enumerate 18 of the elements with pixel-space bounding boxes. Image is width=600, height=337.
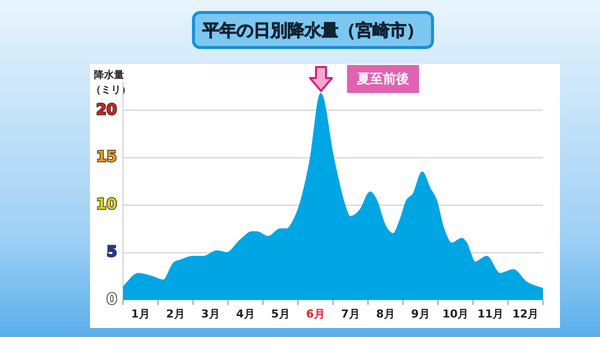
x-tick-label: 11月 <box>477 307 504 320</box>
x-tick-label: 4月 <box>236 307 255 320</box>
annotation: 夏至前後 <box>346 65 419 94</box>
x-tick-label: 3月 <box>201 307 220 320</box>
x-tick-label: 10月 <box>442 307 469 320</box>
chart-title: 平年の日別降水量（宮崎市） <box>192 11 434 49</box>
y-tick-label: 20 <box>96 100 117 118</box>
x-tick-label: 9月 <box>411 307 430 320</box>
x-tick-label: 6月 <box>306 307 325 320</box>
y-tick-label: 15 <box>96 148 117 166</box>
y-tick-label: 5 <box>106 242 117 260</box>
x-tick-label: 2月 <box>166 307 185 320</box>
x-tick-label: 7月 <box>341 307 360 320</box>
x-tick-label: 1月 <box>131 307 150 320</box>
y-tick-label: 10 <box>96 195 117 214</box>
x-tick-label: 12月 <box>512 307 539 320</box>
x-tick-label: 5月 <box>271 307 290 320</box>
x-tick-label: 8月 <box>376 307 395 320</box>
